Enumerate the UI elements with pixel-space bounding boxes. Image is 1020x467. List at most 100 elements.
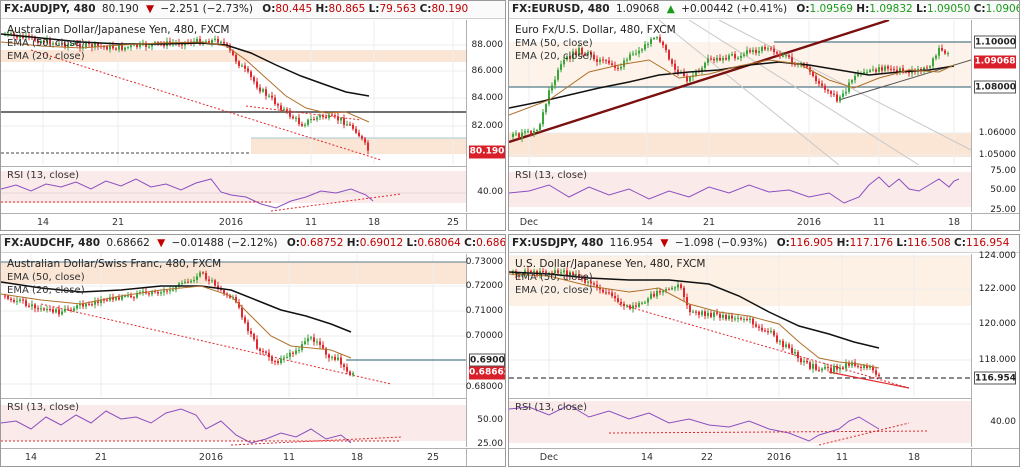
candle-body — [133, 44, 135, 46]
price-axis[interactable]: 88.000 86.000 84.000 82.000 80.190 40.00 — [466, 20, 505, 212]
candle-body — [223, 41, 225, 44]
candle-body — [752, 318, 754, 325]
candle-body — [617, 67, 619, 69]
rsi-label: RSI (13, close) — [7, 170, 80, 181]
chart-panel-eurusd[interactable]: FX:EURUSD, 480 1.09068 ▲ +0.00442 (+0.41… — [508, 0, 1020, 231]
price-chart-area[interactable]: Australian Dollar/Swiss Franc, 480, FXCM… — [1, 254, 466, 397]
candle-body — [788, 344, 790, 348]
chart-header: FX:USDJPY, 480 116.954 ▼ −1.098 (−0.93%)… — [509, 235, 1019, 253]
candle-body — [229, 45, 231, 51]
candle-body — [830, 91, 832, 94]
candle-body — [340, 118, 342, 121]
date-axis[interactable]: Dec 14 21 2016 11 18 — [509, 213, 971, 230]
candle-body — [680, 284, 682, 288]
candle-body — [160, 292, 162, 294]
price-axis[interactable]: 124.000 122.000 120.000 118.000 116.954 … — [971, 251, 1019, 447]
chart-legend: Euro Fx/U.S. Dollar, 480, FXCM EMA (50, … — [515, 24, 676, 63]
candle-body — [875, 69, 877, 72]
candle-body — [665, 45, 667, 51]
candle-body — [899, 68, 901, 73]
chart-panel-audjpy[interactable]: FX:AUDJPY, 480 80.190 ▼ −2.251 (−2.73%) … — [0, 0, 506, 231]
candle-body — [346, 366, 348, 372]
symbol-label[interactable]: FX:AUDCHF, 480 — [4, 237, 101, 249]
date-tick: 14 — [36, 217, 50, 228]
candle-body — [560, 272, 562, 274]
candle-body — [244, 317, 246, 323]
candle-body — [632, 53, 634, 55]
date-axis[interactable]: Dec 14 22 2016 11 18 — [509, 448, 971, 466]
price-axis[interactable]: 1.10000 1.09068 1.08000 1.06000 1.05000 … — [971, 20, 1019, 215]
candle-body — [4, 295, 6, 297]
candle-body — [785, 55, 787, 57]
candle-body — [73, 308, 75, 311]
candle-body — [740, 317, 742, 320]
candle-body — [352, 124, 354, 129]
candle-body — [689, 76, 691, 82]
candle-body — [334, 356, 336, 360]
price-tick: 1.05000 — [978, 150, 1016, 160]
candle-body — [545, 271, 547, 274]
date-axis[interactable]: 14 21 2016 11 18 25 — [1, 213, 466, 230]
candle-body — [815, 364, 817, 370]
candle-body — [139, 292, 141, 294]
rsi-tick: 25.00 — [990, 205, 1016, 215]
candle-body — [881, 67, 883, 71]
candle-body — [289, 352, 291, 357]
candle-body — [608, 60, 610, 64]
candle-body — [686, 76, 688, 82]
rsi-pane[interactable]: RSI (13, close) — [509, 398, 971, 447]
candle-body — [157, 291, 159, 294]
candle-body — [707, 58, 709, 63]
rsi-pane[interactable]: RSI (13, close) — [509, 166, 971, 212]
rsi-tick: 50.00 — [990, 185, 1016, 195]
candle-body — [587, 281, 589, 283]
candle-body — [824, 85, 826, 90]
symbol-label[interactable]: FX:AUDJPY, 480 — [4, 3, 96, 15]
symbol-label[interactable]: FX:EURUSD, 480 — [512, 3, 610, 15]
chart-legend: Australian Dollar/Swiss Franc, 480, FXCM… — [7, 258, 221, 297]
candle-body — [596, 59, 598, 62]
chart-legend: Australian Dollar/Japanese Yen, 480, FXC… — [7, 24, 229, 63]
last-price-tag: 116.954 — [974, 371, 1016, 385]
price-axis[interactable]: 0.73000 0.72000 0.71000 0.70000 0.6900 0 … — [465, 254, 505, 449]
candle-body — [587, 51, 589, 55]
candle-body — [247, 322, 249, 332]
symbol-label[interactable]: FX:USDJPY, 480 — [512, 237, 604, 249]
candle-body — [821, 368, 823, 371]
candle-body — [46, 39, 48, 43]
price-tick: 0.71000 — [465, 306, 503, 316]
candle-body — [518, 133, 520, 139]
price-tick: 122.000 — [978, 284, 1016, 294]
candle-body — [295, 350, 297, 354]
candle-body — [617, 298, 619, 303]
price-chart-area[interactable]: Euro Fx/U.S. Dollar, 480, FXCM EMA (50, … — [509, 20, 971, 165]
candle-body — [749, 50, 751, 52]
candle-body — [929, 66, 931, 68]
last-price: 80.190 — [101, 3, 139, 15]
candle-body — [809, 362, 811, 369]
rsi-tick: 40.00 — [477, 187, 503, 197]
candle-body — [79, 303, 81, 306]
rsi-pane[interactable]: RSI (13, close) — [1, 166, 466, 212]
candle-body — [256, 81, 258, 88]
ema20-legend: EMA (20, close) — [515, 285, 593, 296]
rsi-svg — [509, 172, 971, 207]
price-chart-area[interactable]: U.S. Dollar/Japanese Yen, 480, FXCM EMA … — [509, 254, 971, 397]
chart-panel-audchf[interactable]: FX:AUDCHF, 480 0.68662 ▼ −0.01488 (−2.12… — [0, 234, 506, 467]
chart-panel-usdjpy[interactable]: FX:USDJPY, 480 116.954 ▼ −1.098 (−0.93%)… — [508, 234, 1020, 467]
axis-corner — [971, 448, 1019, 466]
instrument-title: U.S. Dollar/Japanese Yen, 480, FXCM — [515, 258, 706, 270]
candle-body — [935, 55, 937, 59]
price-chart-area[interactable]: Australian Dollar/Japanese Yen, 480, FXC… — [1, 20, 466, 165]
date-axis[interactable]: 14 21 2016 11 18 25 — [1, 448, 466, 466]
candle-body — [773, 330, 775, 336]
candle-body — [530, 131, 532, 135]
candle-body — [181, 283, 183, 285]
rsi-pane[interactable]: RSI (13, close) — [1, 398, 466, 447]
candle-body — [875, 370, 877, 375]
candle-body — [64, 43, 66, 47]
candle-body — [857, 73, 859, 76]
candle-body — [271, 357, 273, 362]
candle-body — [818, 81, 820, 84]
candle-body — [163, 43, 165, 47]
